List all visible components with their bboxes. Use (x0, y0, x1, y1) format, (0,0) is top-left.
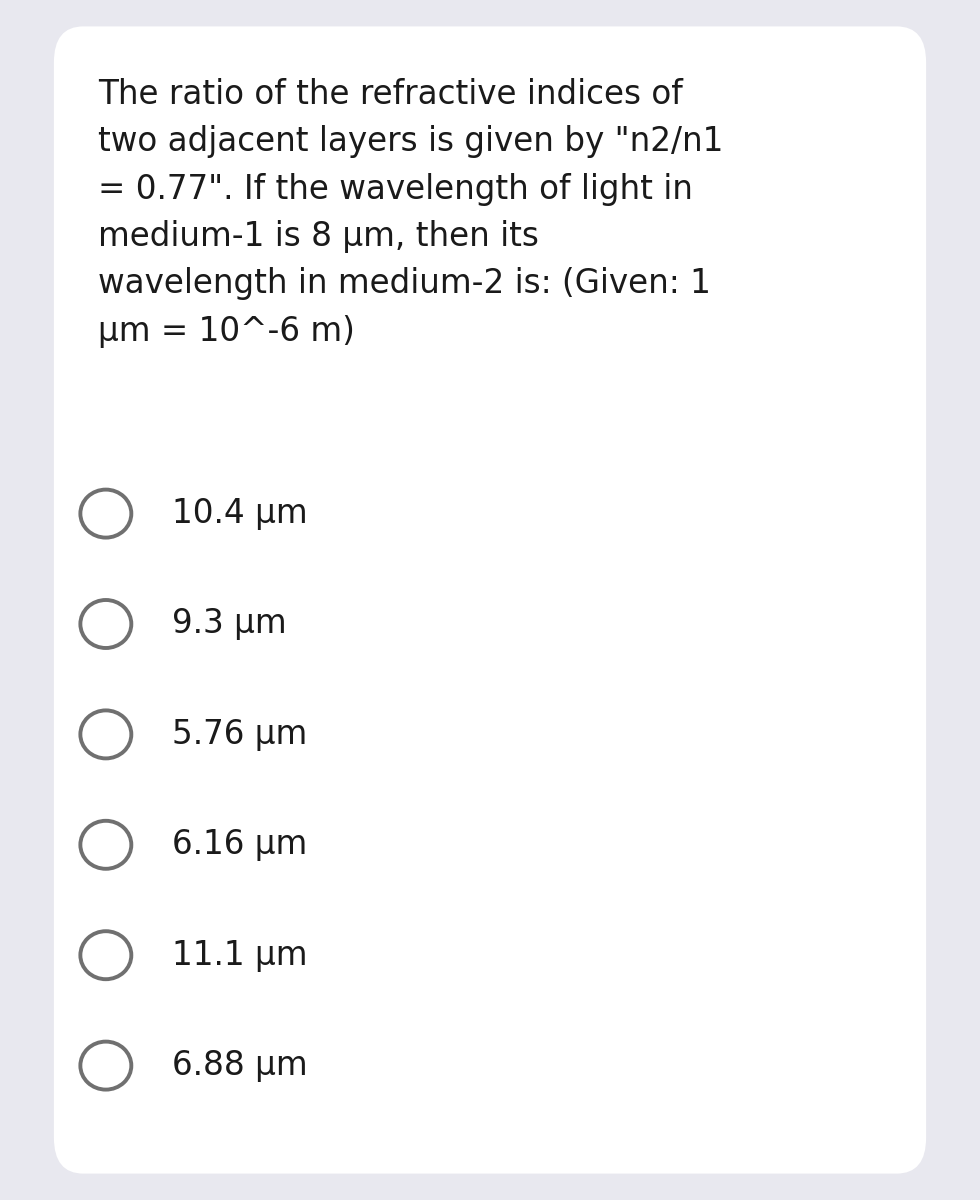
Text: The ratio of the refractive indices of
two adjacent layers is given by "n2/n1
= : The ratio of the refractive indices of t… (98, 78, 723, 348)
Text: 6.16 μm: 6.16 μm (172, 828, 307, 862)
Text: 11.1 μm: 11.1 μm (172, 938, 307, 972)
Text: 9.3 μm: 9.3 μm (172, 607, 286, 641)
Text: 6.88 μm: 6.88 μm (172, 1049, 307, 1082)
FancyBboxPatch shape (54, 26, 926, 1174)
Text: 5.76 μm: 5.76 μm (172, 718, 307, 751)
Text: 10.4 μm: 10.4 μm (172, 497, 307, 530)
